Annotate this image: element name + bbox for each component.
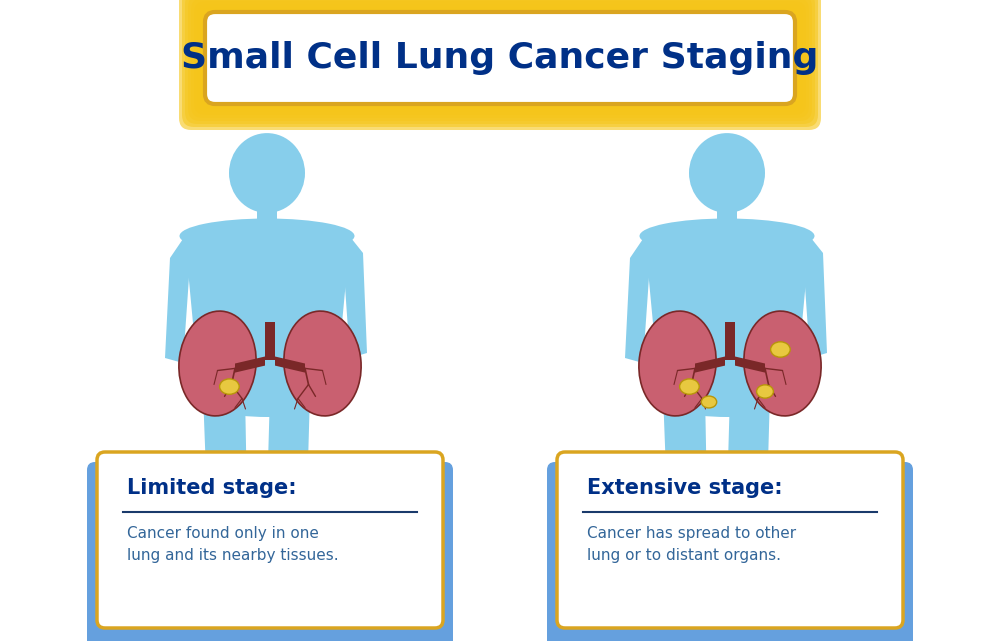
FancyBboxPatch shape — [205, 12, 795, 104]
Ellipse shape — [771, 342, 790, 357]
Polygon shape — [791, 233, 827, 358]
Ellipse shape — [197, 379, 337, 417]
Polygon shape — [267, 393, 310, 498]
FancyBboxPatch shape — [97, 452, 443, 628]
Ellipse shape — [728, 489, 770, 507]
FancyBboxPatch shape — [179, 0, 821, 130]
Polygon shape — [735, 356, 765, 372]
Ellipse shape — [179, 311, 256, 416]
Text: Small Cell Lung Cancer Staging: Small Cell Lung Cancer Staging — [181, 41, 819, 75]
FancyBboxPatch shape — [200, 7, 800, 109]
Text: Extensive stage:: Extensive stage: — [587, 478, 783, 498]
Text: Limited stage:: Limited stage: — [127, 478, 297, 498]
Ellipse shape — [180, 219, 354, 253]
Text: Cancer has spread to other
lung or to distant organs.: Cancer has spread to other lung or to di… — [587, 526, 796, 563]
Polygon shape — [165, 233, 203, 363]
Ellipse shape — [220, 379, 239, 394]
Polygon shape — [203, 393, 247, 498]
FancyBboxPatch shape — [557, 452, 903, 628]
Ellipse shape — [229, 133, 305, 213]
Ellipse shape — [666, 489, 708, 507]
Polygon shape — [185, 238, 350, 398]
FancyBboxPatch shape — [265, 322, 275, 360]
FancyBboxPatch shape — [197, 4, 803, 112]
Polygon shape — [645, 238, 810, 398]
Polygon shape — [235, 356, 265, 372]
FancyBboxPatch shape — [182, 0, 818, 127]
Polygon shape — [663, 393, 707, 498]
Ellipse shape — [744, 311, 821, 416]
Ellipse shape — [206, 489, 248, 507]
Text: Cancer found only in one
lung and its nearby tissues.: Cancer found only in one lung and its ne… — [127, 526, 339, 563]
FancyBboxPatch shape — [188, 0, 812, 121]
FancyBboxPatch shape — [185, 0, 815, 124]
Ellipse shape — [657, 379, 797, 417]
Polygon shape — [331, 233, 367, 358]
Ellipse shape — [640, 219, 814, 253]
Polygon shape — [727, 393, 770, 498]
Ellipse shape — [757, 385, 773, 398]
FancyBboxPatch shape — [191, 0, 809, 118]
FancyBboxPatch shape — [717, 206, 737, 228]
Ellipse shape — [268, 489, 310, 507]
FancyBboxPatch shape — [194, 1, 806, 115]
FancyBboxPatch shape — [725, 322, 735, 360]
Ellipse shape — [701, 396, 717, 408]
Ellipse shape — [639, 311, 716, 416]
Ellipse shape — [284, 311, 361, 416]
Polygon shape — [625, 233, 663, 363]
Ellipse shape — [680, 379, 699, 394]
Ellipse shape — [689, 133, 765, 213]
FancyBboxPatch shape — [547, 462, 913, 641]
Polygon shape — [695, 356, 725, 372]
Polygon shape — [275, 356, 305, 372]
FancyBboxPatch shape — [87, 462, 453, 641]
FancyBboxPatch shape — [257, 206, 277, 228]
